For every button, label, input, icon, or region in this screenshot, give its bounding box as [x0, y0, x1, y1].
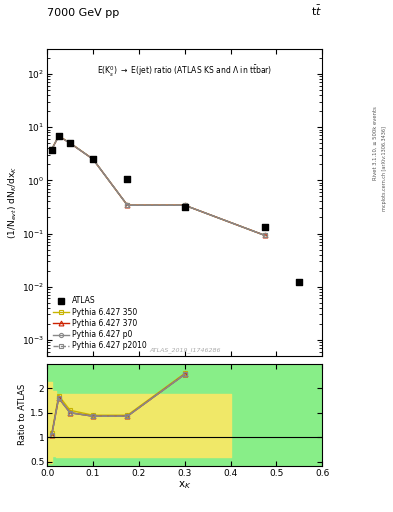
Y-axis label: (1/N$_{evt}$) dN$_K$/dx$_K$: (1/N$_{evt}$) dN$_K$/dx$_K$ [7, 165, 19, 239]
ATLAS [67, 139, 73, 147]
Pythia 6.427 350 [125, 202, 130, 208]
Pythia 6.427 p0 [68, 140, 72, 146]
ATLAS [124, 175, 130, 183]
Pythia 6.427 p2010 [263, 232, 267, 239]
ATLAS [296, 279, 303, 287]
Pythia 6.427 370 [91, 156, 95, 162]
Pythia 6.427 p2010 [56, 133, 61, 139]
Pythia 6.427 p0 [50, 146, 54, 153]
Pythia 6.427 p2010 [68, 140, 72, 146]
ATLAS [262, 223, 268, 231]
Pythia 6.427 p0 [263, 232, 267, 239]
Pythia 6.427 370 [125, 202, 130, 208]
Text: ATLAS_2019_I1746286: ATLAS_2019_I1746286 [149, 347, 220, 353]
Pythia 6.427 p0 [182, 202, 187, 208]
Pythia 6.427 p2010 [125, 202, 130, 208]
Text: 7000 GeV pp: 7000 GeV pp [47, 8, 119, 18]
ATLAS [49, 145, 55, 154]
Pythia 6.427 p2010 [91, 156, 95, 162]
Pythia 6.427 p0 [56, 133, 61, 139]
Pythia 6.427 350 [263, 232, 267, 239]
Pythia 6.427 p2010 [182, 202, 187, 208]
Pythia 6.427 350 [50, 146, 54, 152]
ATLAS [182, 203, 188, 211]
Pythia 6.427 370 [56, 133, 61, 139]
Pythia 6.427 350 [56, 133, 61, 139]
Pythia 6.427 370 [68, 140, 72, 146]
Text: mcplots.cern.ch [arXiv:1306.3436]: mcplots.cern.ch [arXiv:1306.3436] [382, 126, 387, 211]
Pythia 6.427 370 [182, 202, 187, 208]
Line: Pythia 6.427 370: Pythia 6.427 370 [49, 134, 267, 238]
Y-axis label: Ratio to ATLAS: Ratio to ATLAS [18, 384, 27, 445]
Pythia 6.427 p0 [91, 156, 95, 162]
ATLAS [55, 132, 62, 140]
ATLAS [90, 155, 96, 163]
Legend: ATLAS, Pythia 6.427 350, Pythia 6.427 370, Pythia 6.427 p0, Pythia 6.427 p2010: ATLAS, Pythia 6.427 350, Pythia 6.427 37… [51, 295, 149, 352]
Pythia 6.427 370 [50, 146, 54, 153]
Pythia 6.427 p2010 [50, 146, 54, 153]
Pythia 6.427 370 [263, 232, 267, 239]
Text: E(K$_s^0$) $\rightarrow$ E(jet) ratio (ATLAS KS and $\Lambda$ in t$\bar{\rm t}$b: E(K$_s^0$) $\rightarrow$ E(jet) ratio (A… [97, 64, 272, 79]
Line: Pythia 6.427 350: Pythia 6.427 350 [49, 134, 267, 238]
Pythia 6.427 350 [68, 140, 72, 146]
Line: Pythia 6.427 p2010: Pythia 6.427 p2010 [49, 134, 267, 238]
Text: t$\bar{t}$: t$\bar{t}$ [311, 4, 322, 18]
Line: Pythia 6.427 p0: Pythia 6.427 p0 [50, 134, 267, 238]
Pythia 6.427 350 [182, 202, 187, 208]
Pythia 6.427 p0 [125, 202, 130, 208]
X-axis label: x$_K$: x$_K$ [178, 479, 191, 491]
Pythia 6.427 350 [91, 156, 95, 162]
Text: Rivet 3.1.10, ≥ 500k events: Rivet 3.1.10, ≥ 500k events [373, 106, 378, 180]
